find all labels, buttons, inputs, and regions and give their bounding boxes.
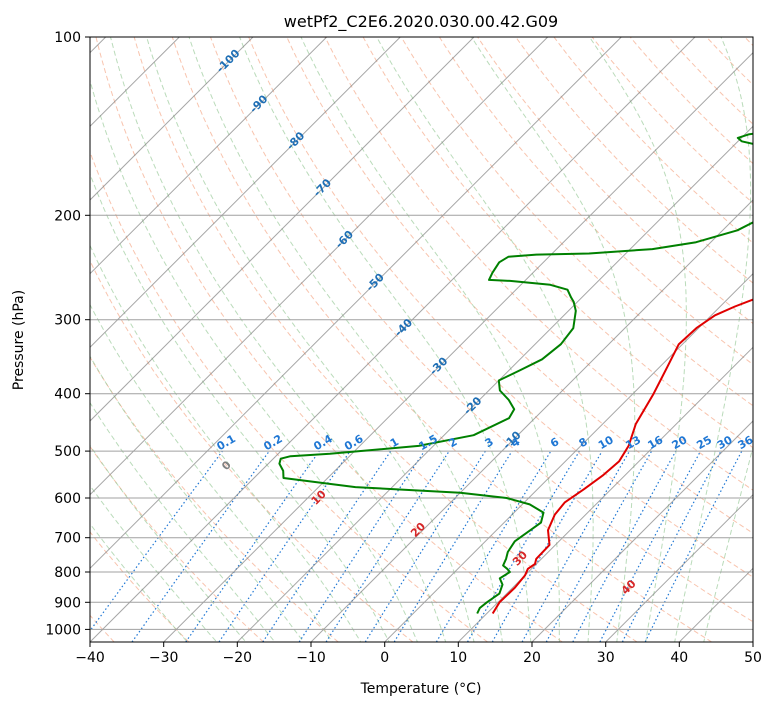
moist-adiabat — [90, 244, 362, 642]
y-tick-label: 700 — [54, 531, 81, 547]
mixing-ratio-line — [435, 450, 552, 642]
mixing-ratio-line — [572, 450, 677, 642]
mixing-ratio-line — [325, 450, 450, 642]
y-tick-label: 900 — [54, 595, 81, 611]
mixing-ratio-line — [90, 450, 223, 632]
y-tick-label: 200 — [54, 208, 81, 224]
moist-adiabat — [239, 37, 532, 642]
moist-adiabat — [90, 172, 390, 642]
x-tick-label: 50 — [744, 650, 762, 666]
dry-adiabat — [591, 37, 753, 204]
x-tick-label: −10 — [296, 650, 326, 666]
moist-adiabat — [90, 303, 333, 642]
y-axis-label: Pressure (hPa) — [11, 290, 27, 390]
isotherm-line — [90, 37, 622, 570]
isotherm-line — [90, 37, 549, 496]
chart-title: wetPf2_C2E6.2020.030.00.42.G09 — [284, 12, 558, 32]
y-tick-label: 1000 — [45, 622, 81, 638]
y-tick-label: 600 — [54, 491, 81, 507]
moist-adiabat — [90, 78, 418, 642]
isotherm-line — [310, 199, 753, 642]
mixing-ratio-line — [131, 450, 270, 642]
temperature-profile — [491, 298, 753, 615]
dry-adiabat — [133, 37, 638, 642]
isotherm-line — [384, 272, 753, 642]
mixing-ratio-line — [466, 450, 580, 642]
isotherm-line — [90, 37, 696, 642]
moist-adiabat — [300, 37, 560, 642]
isotherm-line — [90, 37, 401, 349]
moist-adiabat — [703, 445, 753, 642]
x-tick-label: 0 — [380, 650, 389, 666]
isotherm-line — [531, 420, 753, 642]
moist-adiabat — [588, 37, 687, 642]
moist-adiabat — [376, 37, 594, 642]
isotherm-line — [457, 346, 753, 642]
dry-adiabat — [286, 37, 753, 534]
dry-adiabat — [90, 531, 190, 642]
x-tick-label: −20 — [223, 650, 253, 666]
isotherm-line — [163, 51, 753, 642]
isotherm-line — [236, 125, 753, 642]
dry-adiabat — [90, 259, 414, 642]
x-tick-label: −40 — [75, 650, 105, 666]
dry-adiabat — [171, 37, 712, 642]
x-tick-label: 40 — [670, 650, 688, 666]
dry-adiabat — [324, 37, 753, 491]
x-tick-label: −30 — [149, 650, 179, 666]
dry-adiabat — [90, 150, 488, 642]
y-tick-label: 100 — [54, 30, 81, 46]
mixing-ratio-line — [185, 450, 320, 642]
mixing-ratio-line — [364, 450, 486, 642]
x-tick-label: 20 — [523, 650, 541, 666]
isotherm-line — [90, 37, 254, 201]
dry-adiabat — [95, 37, 563, 642]
moist-adiabat — [90, 522, 189, 642]
plot-frame — [89, 36, 754, 643]
mixing-ratio-line — [491, 450, 603, 642]
moist-adiabat — [471, 37, 636, 642]
dry-adiabat — [553, 37, 753, 244]
x-tick-label: 30 — [597, 650, 615, 666]
isotherm-line — [605, 493, 753, 642]
moist-adiabat — [146, 37, 475, 642]
dry-adiabat — [477, 37, 753, 325]
x-axis-label: Temperature (°C) — [360, 681, 482, 697]
dry-adiabat — [90, 356, 339, 642]
y-tick-label: 800 — [54, 565, 81, 581]
dry-adiabat — [210, 37, 753, 623]
dry-adiabat — [438, 37, 753, 366]
y-tick-label: 500 — [54, 444, 81, 460]
moist-adiabat — [188, 37, 503, 642]
dewpoint-profile — [278, 132, 753, 614]
mixing-ratio-line — [521, 450, 631, 642]
moist-adiabat — [90, 484, 218, 642]
dry-adiabat — [400, 37, 753, 407]
moist-adiabat — [90, 355, 305, 642]
x-tick-label: 10 — [449, 650, 467, 666]
y-tick-label: 300 — [54, 313, 81, 329]
isotherm-line — [90, 37, 475, 422]
y-tick-label: 400 — [54, 387, 81, 403]
mixing-ratio-line — [393, 450, 513, 642]
dry-adiabat — [248, 37, 753, 578]
isotherm-line — [90, 37, 328, 275]
